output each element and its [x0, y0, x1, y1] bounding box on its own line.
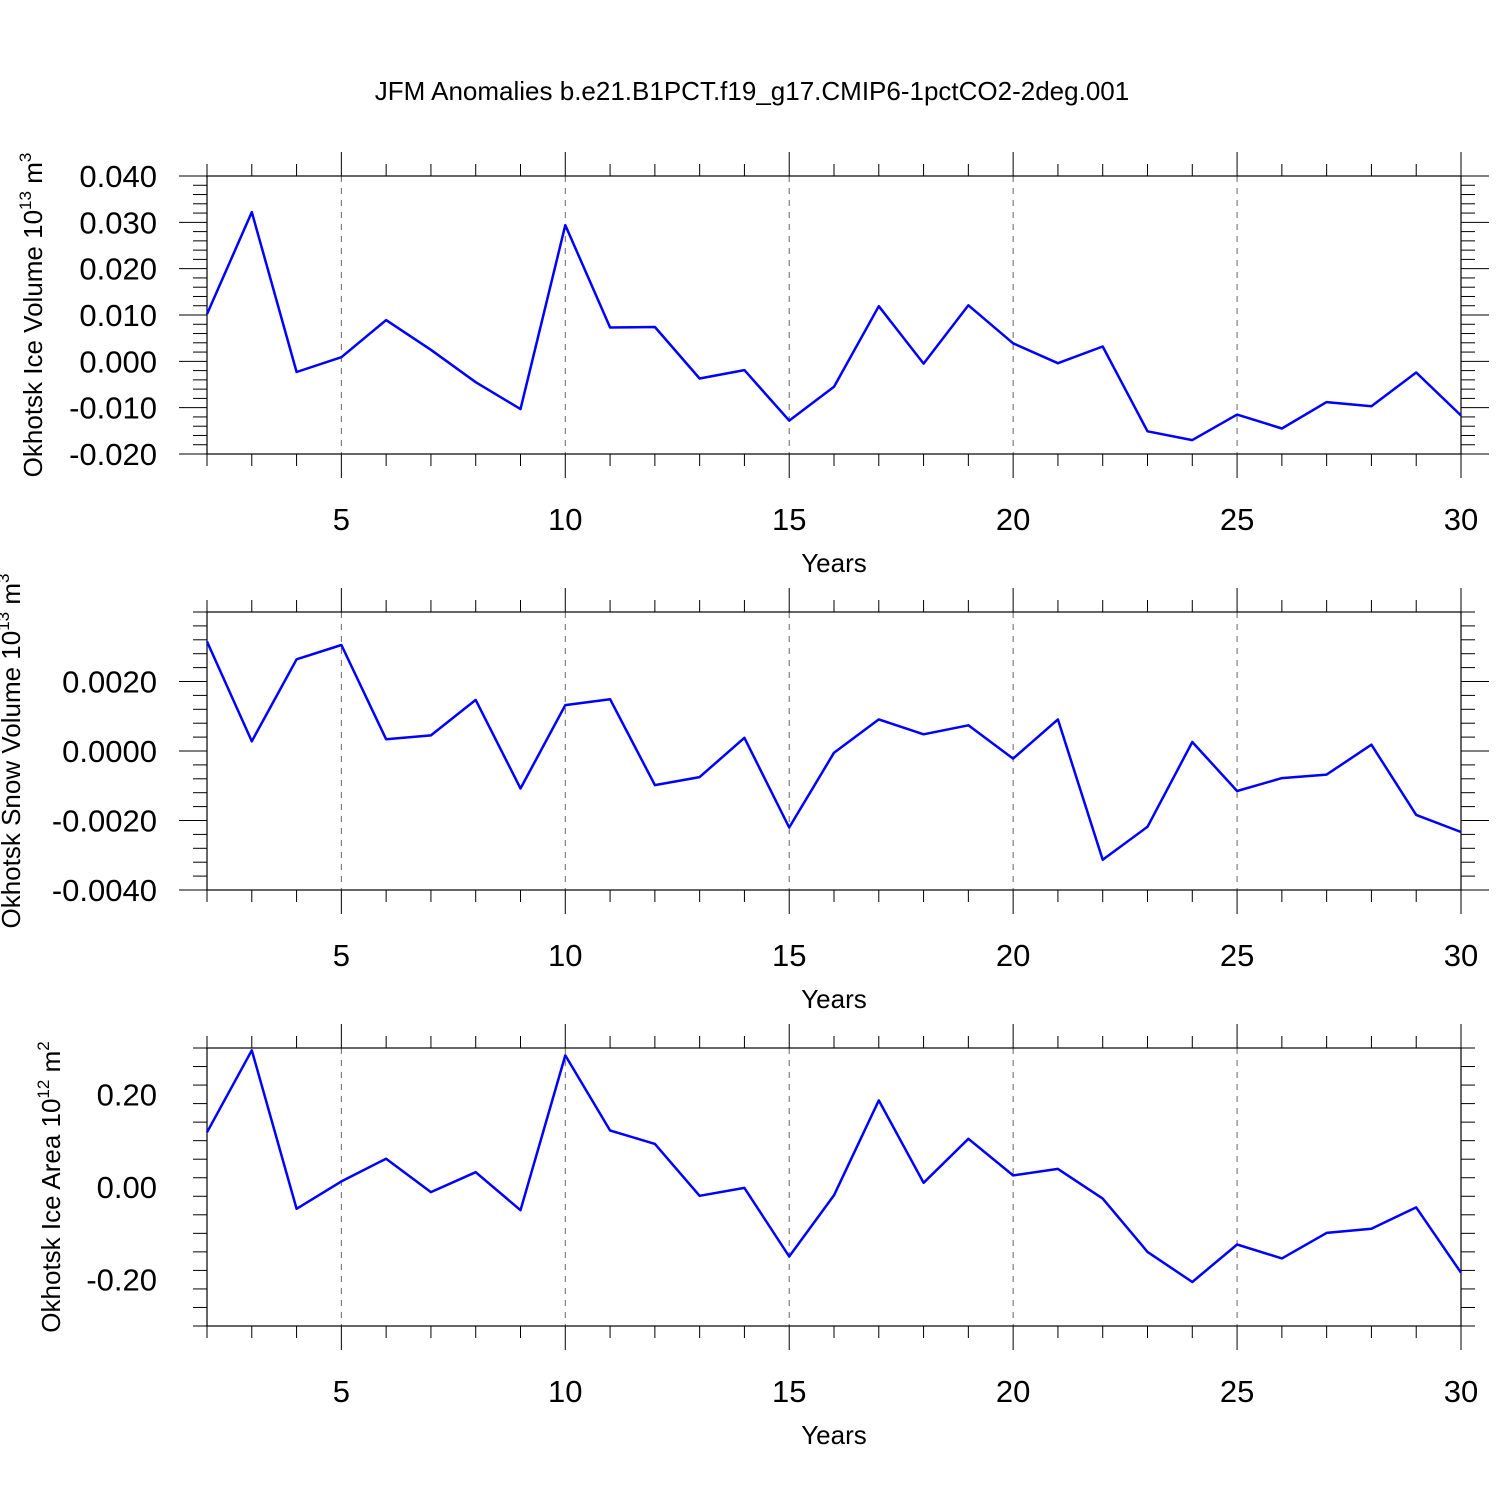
- y-tick-label: -0.20: [86, 1263, 157, 1298]
- x-tick-label: 15: [772, 502, 806, 537]
- y-tick-label: -0.020: [69, 437, 157, 472]
- data-line: [205, 210, 1462, 442]
- x-axis-label: Years: [801, 548, 867, 578]
- y-tick-label: 0.030: [79, 205, 157, 240]
- chart-title: JFM Anomalies b.e21.B1PCT.f19_g17.CMIP6-…: [375, 76, 1129, 106]
- plot-frame: [206, 1047, 1462, 1327]
- x-tick-label: 10: [548, 938, 582, 973]
- x-tick-label: 5: [333, 938, 350, 973]
- panel-snow-volume: -0.0040 -0.0020 0.0000 0.0020 5 10 15 20 25 30 Y…: [0, 574, 1489, 1014]
- y-tick-label: -0.010: [69, 391, 157, 426]
- x-tick-label: 25: [1220, 938, 1254, 973]
- y-tick-label: 0.0000: [62, 734, 157, 769]
- y-tick-label: 0.040: [79, 159, 157, 194]
- y-axis-label: Okhotsk Ice Volume 1013 m3: [16, 153, 48, 478]
- x-tick-label: 25: [1220, 502, 1254, 537]
- y-tick-label: 0.0020: [62, 665, 157, 700]
- y-tick-label: 0.00: [97, 1170, 157, 1205]
- x-tick-label: 20: [996, 1374, 1030, 1409]
- y-tick-label: 0.000: [79, 344, 157, 379]
- x-tick-label: 5: [333, 1374, 350, 1409]
- panel-ice-volume: -0.020 -0.010 0.000 0.010 0.020 0.030 0.040 5 1…: [16, 152, 1489, 578]
- plot-frame: [206, 175, 1462, 455]
- x-tick-label: 20: [996, 502, 1030, 537]
- x-tick-label: 30: [1444, 502, 1478, 537]
- plot-frame: [206, 611, 1462, 891]
- y-axis-label: Okhotsk Ice Area 1012 m2: [34, 1041, 66, 1332]
- y-tick-label: 0.020: [79, 252, 157, 287]
- panel-ice-area: -0.20 0.00 0.20 5 10 15 20 25 30 Years Okhotsk …: [34, 1024, 1478, 1450]
- y-tick-label: 0.010: [79, 298, 157, 333]
- x-tick-label: 10: [548, 1374, 582, 1409]
- x-tick-label: 10: [548, 502, 582, 537]
- x-axis-label: Years: [801, 984, 867, 1014]
- y-tick-label: -0.0020: [52, 804, 157, 839]
- data-line: [205, 640, 1462, 862]
- x-tick-label: 30: [1444, 1374, 1478, 1409]
- x-tick-label: 25: [1220, 1374, 1254, 1409]
- x-tick-label: 20: [996, 938, 1030, 973]
- x-tick-label: 15: [772, 1374, 806, 1409]
- x-tick-label: 30: [1444, 938, 1478, 973]
- y-tick-label: -0.0040: [52, 873, 157, 908]
- data-line: [205, 1049, 1463, 1284]
- y-tick-label: 0.20: [97, 1077, 157, 1112]
- y-axis-label: Okhotsk Snow Volume 1013 m3: [0, 574, 26, 929]
- x-tick-label: 5: [333, 502, 350, 537]
- x-tick-label: 15: [772, 938, 806, 973]
- x-axis-label: Years: [801, 1420, 867, 1450]
